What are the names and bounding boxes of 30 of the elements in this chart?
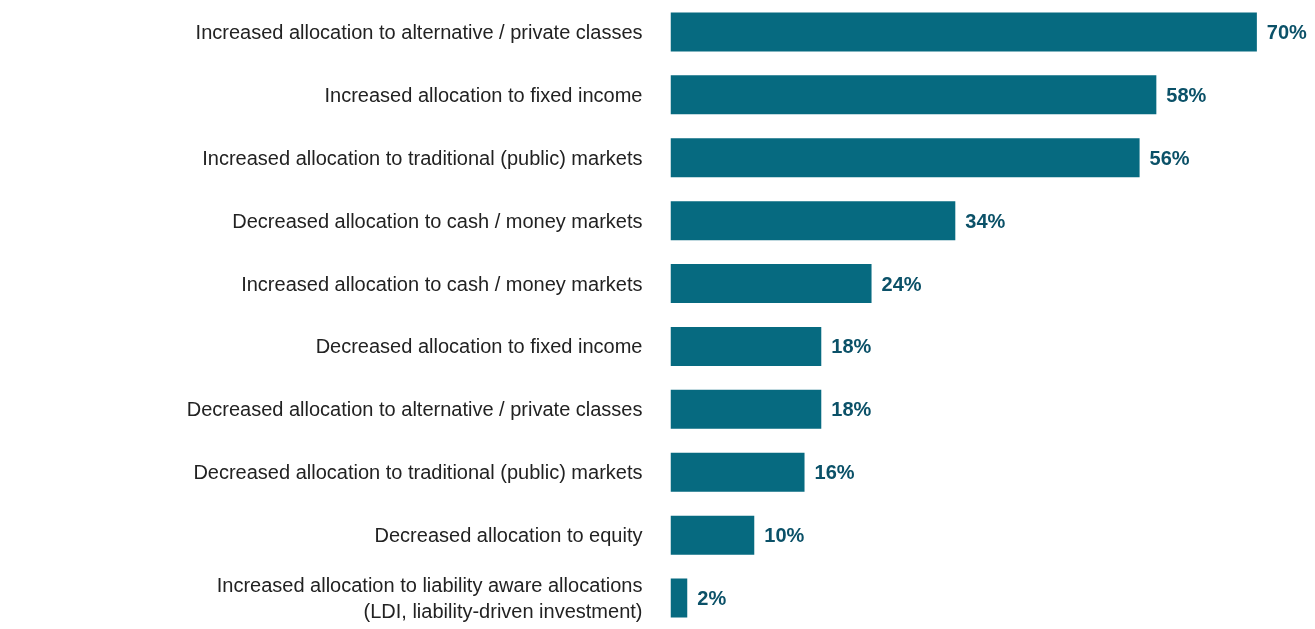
data-label: 34% (965, 209, 1006, 232)
data-label: 16% (814, 461, 855, 484)
y-tick-label: Increased allocation to fixed income (324, 83, 643, 106)
bar (670, 452, 805, 492)
bar (670, 201, 956, 241)
data-label: 2% (697, 587, 727, 610)
data-label: 10% (764, 524, 805, 547)
data-label: 18% (831, 335, 872, 358)
data-label: 70% (1266, 20, 1308, 43)
data-label: 24% (881, 272, 922, 295)
data-label: 56% (1149, 146, 1190, 169)
y-tick-label: Decreased allocation to fixed income (315, 335, 643, 358)
bar (670, 138, 1140, 178)
bar (670, 515, 755, 555)
bar (670, 12, 1257, 52)
bar (670, 578, 688, 618)
data-label: 58% (1166, 83, 1207, 106)
y-tick-label: Decreased allocation to cash / money markets (232, 209, 643, 232)
y-tick-label: Increased allocation to liability aware allocations (LDI, liability-driven investment) (216, 573, 643, 623)
bar (670, 264, 872, 304)
bar (670, 389, 822, 429)
y-tick-label: Increased allocation to traditional (public) markets (202, 146, 643, 169)
y-tick-label: Decreased allocation to alternative / private classes (186, 398, 643, 421)
bar (670, 326, 822, 366)
y-tick-label: Decreased allocation to traditional (public) markets (193, 461, 643, 484)
y-tick-label: Increased allocation to alternative / private classes (195, 20, 643, 43)
y-tick-label: Increased allocation to cash / money markets (241, 272, 643, 295)
bar (670, 75, 1157, 115)
y-tick-label: Decreased allocation to equity (374, 524, 643, 547)
data-label: 18% (831, 398, 872, 421)
